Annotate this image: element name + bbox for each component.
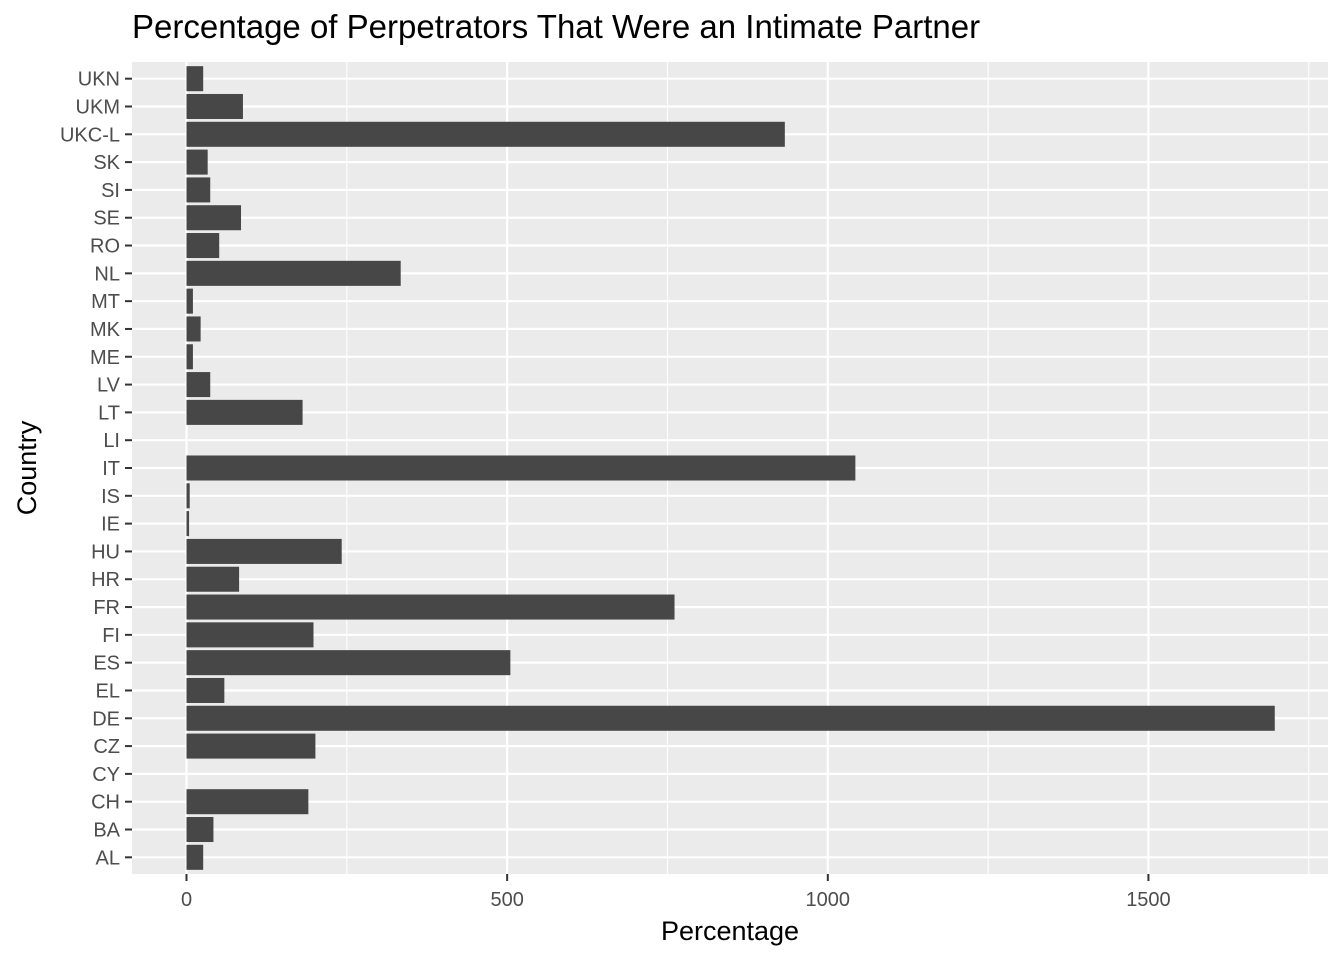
bar-hr <box>186 566 240 592</box>
bar-ukm <box>186 93 243 120</box>
x-axis-title: Percentage <box>661 916 799 946</box>
y-tick-label: UKC-L <box>60 124 120 146</box>
y-tick-label: IS <box>101 486 120 508</box>
y-tick-label: LV <box>97 375 121 397</box>
bar-ie <box>186 511 190 537</box>
y-tick-label: NL <box>94 263 120 285</box>
bar-fr <box>186 594 675 620</box>
y-tick-label: IT <box>102 458 120 480</box>
bar-de <box>186 705 1275 731</box>
y-tick-label: UKM <box>76 96 120 118</box>
y-tick-label: IE <box>101 514 120 536</box>
chart-title: Percentage of Perpetrators That Were an … <box>132 8 980 45</box>
bar-lv <box>186 372 211 398</box>
y-tick-label: FR <box>93 597 120 619</box>
y-tick-label: LT <box>98 402 120 424</box>
bars-layer <box>186 66 1275 870</box>
y-tick-label: SK <box>93 152 120 174</box>
bar-ch <box>186 789 309 815</box>
y-tick-label: MK <box>90 319 121 341</box>
y-tick-label: MT <box>91 291 120 313</box>
bar-is <box>186 483 190 509</box>
y-tick-label: BA <box>93 820 120 842</box>
bar-sk <box>186 149 208 175</box>
y-tick-label: LI <box>103 430 120 452</box>
bar-mt <box>186 288 193 314</box>
bar-es <box>186 650 511 676</box>
y-tick-label: HU <box>91 541 120 563</box>
bar-cz <box>186 733 316 759</box>
bar-ba <box>186 816 214 843</box>
y-tick-label: SI <box>101 180 120 202</box>
y-axis-title: Country <box>12 420 42 515</box>
x-tick-label: 500 <box>490 889 523 911</box>
bar-se <box>186 205 242 231</box>
y-tick-label: CY <box>92 764 120 786</box>
x-tick-label: 0 <box>181 889 192 911</box>
bar-nl <box>186 260 401 286</box>
x-axis: 0 500 1000 1500 <box>181 874 1171 911</box>
bar-el <box>186 677 225 703</box>
y-tick-label: ES <box>93 653 120 675</box>
bar-me <box>186 344 193 370</box>
bar-al <box>186 844 204 870</box>
y-tick-label: EL <box>96 680 120 702</box>
bar-ukc-l <box>186 121 785 147</box>
bar-fi <box>186 622 314 648</box>
x-tick-label: 1500 <box>1126 889 1171 911</box>
y-tick-label: FI <box>102 625 120 647</box>
bar-hu <box>186 538 342 564</box>
bar-it <box>186 455 856 481</box>
y-axis: AL BA CH CY CZ DE EL ES FI FR HR HU IE IS IT LI LT LV ME MK… <box>60 69 132 869</box>
x-tick-label: 1000 <box>806 889 851 911</box>
bar-ukn <box>186 66 204 92</box>
y-tick-label: CZ <box>93 736 120 758</box>
y-tick-label: DE <box>92 708 120 730</box>
y-tick-label: UKN <box>78 69 120 91</box>
bar-si <box>186 177 211 203</box>
y-tick-label: AL <box>96 847 120 869</box>
y-tick-label: ME <box>90 347 120 369</box>
bar-lt <box>186 399 303 425</box>
grid-layer <box>132 62 1328 874</box>
y-tick-label: SE <box>93 208 120 230</box>
y-tick-label: HR <box>91 569 120 591</box>
bar-ro <box>186 233 220 259</box>
bar-mk <box>186 316 201 342</box>
y-tick-label: CH <box>91 792 120 814</box>
y-tick-label: RO <box>90 236 120 258</box>
